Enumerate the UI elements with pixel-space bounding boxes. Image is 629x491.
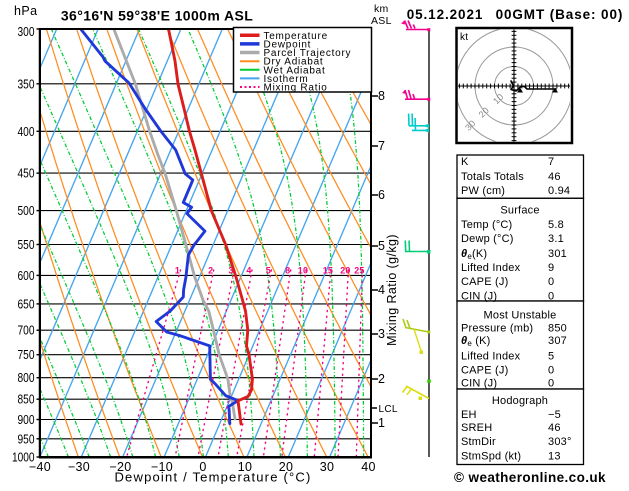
svg-text:ASL: ASL <box>371 15 392 27</box>
svg-text:1: 1 <box>175 266 180 276</box>
svg-text:40: 40 <box>361 460 376 474</box>
svg-text:13: 13 <box>548 451 561 463</box>
svg-text:4: 4 <box>246 266 251 276</box>
svg-text:350: 350 <box>18 77 35 91</box>
svg-text:301: 301 <box>548 248 567 260</box>
svg-text:θe (K): θe (K) <box>461 335 491 348</box>
svg-text:5.8: 5.8 <box>548 219 564 231</box>
svg-text:0: 0 <box>548 365 554 377</box>
svg-text:9: 9 <box>548 262 554 274</box>
svg-text:CAPE (J): CAPE (J) <box>461 365 508 377</box>
svg-text:LCL: LCL <box>379 404 398 415</box>
svg-text:550: 550 <box>18 238 35 252</box>
svg-text:8: 8 <box>378 89 385 103</box>
svg-text:20: 20 <box>340 266 350 276</box>
svg-text:Hodograph: Hodograph <box>492 395 548 407</box>
svg-text:−5: −5 <box>548 409 561 421</box>
svg-text:StmDir: StmDir <box>461 436 496 448</box>
svg-text:303°: 303° <box>548 436 572 448</box>
svg-text:7: 7 <box>378 139 385 153</box>
svg-text:PW (cm): PW (cm) <box>461 185 505 197</box>
svg-text:300: 300 <box>18 25 35 39</box>
svg-text:CAPE (J): CAPE (J) <box>461 276 508 288</box>
svg-text:Mixing Ratio (g/kg): Mixing Ratio (g/kg) <box>385 234 399 346</box>
svg-text:7: 7 <box>548 156 554 168</box>
svg-text:2: 2 <box>208 266 213 276</box>
svg-text:950: 950 <box>18 432 35 446</box>
svg-text:km: km <box>374 3 389 15</box>
svg-text:900: 900 <box>18 413 35 427</box>
svg-text:850: 850 <box>548 323 567 335</box>
svg-text:EH: EH <box>461 409 477 421</box>
svg-text:0.94: 0.94 <box>548 185 570 197</box>
svg-text:Pressure (mb): Pressure (mb) <box>461 323 533 335</box>
svg-text:46: 46 <box>548 171 561 183</box>
svg-text:kt: kt <box>460 32 468 43</box>
svg-text:Totals Totals: Totals Totals <box>461 171 524 183</box>
svg-text:CIN (J): CIN (J) <box>461 378 497 390</box>
svg-text:Most Unstable: Most Unstable <box>484 310 557 322</box>
svg-text:SREH: SREH <box>461 422 492 434</box>
svg-text:450: 450 <box>18 167 35 181</box>
svg-text:0: 0 <box>548 276 554 288</box>
svg-text:CIN (J): CIN (J) <box>461 290 497 302</box>
svg-text:36°16'N 59°38'E 1000m ASL: 36°16'N 59°38'E 1000m ASL <box>61 8 253 24</box>
svg-text:10: 10 <box>298 266 308 276</box>
svg-text:−30: −30 <box>68 460 90 474</box>
svg-text:5: 5 <box>548 351 554 363</box>
svg-text:hPa: hPa <box>14 4 37 18</box>
svg-text:© weatheronline.co.uk: © weatheronline.co.uk <box>454 470 606 485</box>
svg-text:Temp (°C): Temp (°C) <box>461 219 512 231</box>
svg-text:1: 1 <box>378 416 385 430</box>
svg-text:Mixing Ratio: Mixing Ratio <box>264 83 328 94</box>
svg-text:650: 650 <box>18 297 35 311</box>
svg-text:StmSpd (kt): StmSpd (kt) <box>461 451 521 463</box>
svg-text:850: 850 <box>18 393 35 407</box>
svg-text:8: 8 <box>285 266 290 276</box>
svg-text:θe(K): θe(K) <box>461 248 487 261</box>
svg-text:307: 307 <box>548 335 567 347</box>
svg-text:Lifted Index: Lifted Index <box>461 262 521 274</box>
svg-text:0: 0 <box>548 290 554 302</box>
svg-text:K: K <box>461 156 469 168</box>
svg-text:0: 0 <box>548 378 554 390</box>
svg-text:30: 30 <box>320 460 335 474</box>
svg-text:6: 6 <box>378 188 385 202</box>
svg-text:3.1: 3.1 <box>548 233 564 245</box>
svg-text:Dewp (°C): Dewp (°C) <box>461 233 514 245</box>
svg-text:700: 700 <box>18 324 35 338</box>
svg-text:46: 46 <box>548 422 561 434</box>
svg-text:−40: −40 <box>29 460 51 474</box>
svg-text:05.12.2021 00GMT (Base: 00): 05.12.2021 00GMT (Base: 00) <box>407 7 624 22</box>
svg-text:Surface: Surface <box>500 205 539 217</box>
svg-text:Dewpoint / Temperature (°C): Dewpoint / Temperature (°C) <box>114 470 311 485</box>
svg-text:5: 5 <box>266 266 271 276</box>
svg-text:400: 400 <box>18 125 35 139</box>
svg-text:600: 600 <box>18 269 35 283</box>
svg-text:500: 500 <box>18 204 35 218</box>
svg-text:Lifted Index: Lifted Index <box>461 351 521 363</box>
svg-text:15: 15 <box>323 266 333 276</box>
svg-text:2: 2 <box>378 372 385 386</box>
svg-text:25: 25 <box>354 266 364 276</box>
svg-text:750: 750 <box>18 348 35 362</box>
svg-text:800: 800 <box>18 371 35 385</box>
